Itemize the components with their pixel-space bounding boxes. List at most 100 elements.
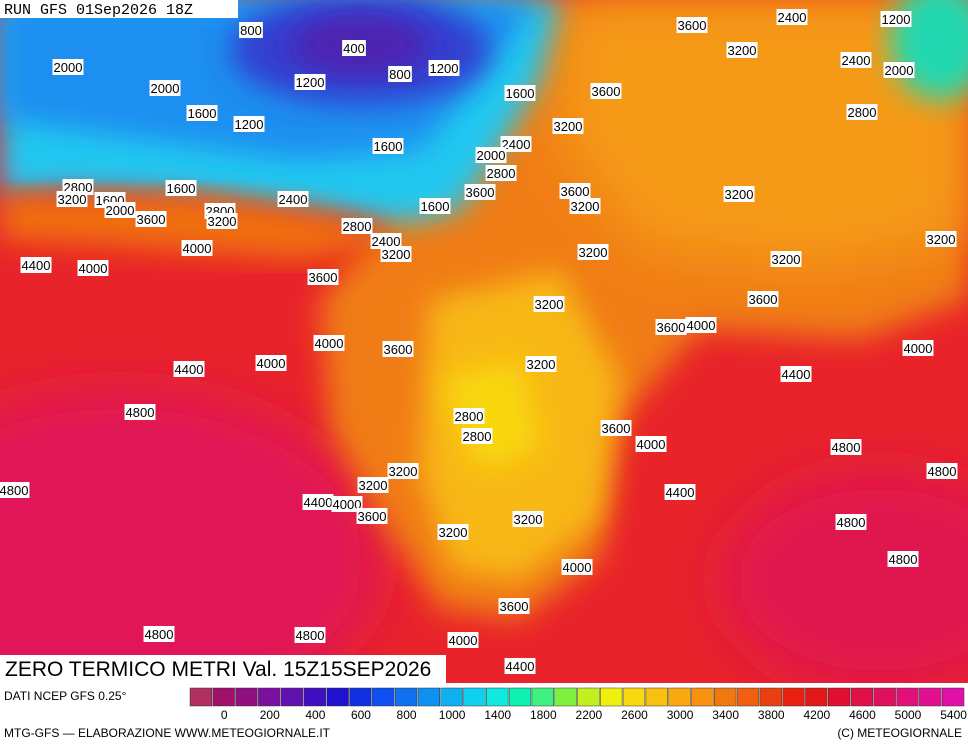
contour-label: 4400 bbox=[22, 258, 51, 273]
color-swatch bbox=[235, 687, 258, 707]
contour-label: 1600 bbox=[188, 106, 217, 121]
contour-label: 3600 bbox=[358, 509, 387, 524]
contour-label: 3200 bbox=[58, 192, 87, 207]
contour-label-box bbox=[447, 632, 479, 648]
contour-label-box bbox=[165, 180, 197, 196]
color-swatch bbox=[372, 687, 395, 707]
contour-label-box bbox=[577, 244, 609, 260]
contour-label-box bbox=[726, 42, 758, 58]
contour-label: 800 bbox=[389, 67, 411, 82]
contour-label: 1600 bbox=[506, 86, 535, 101]
color-swatch bbox=[919, 687, 942, 707]
contour-label: 3600 bbox=[561, 184, 590, 199]
contour-label-box bbox=[569, 198, 601, 214]
contour-label-box bbox=[770, 251, 802, 267]
contour-label-box bbox=[331, 496, 363, 512]
contour-label-box bbox=[186, 105, 218, 121]
scale-label: 600 bbox=[351, 708, 371, 722]
scale-label: 4200 bbox=[803, 708, 830, 722]
contour-label: 3200 bbox=[728, 43, 757, 58]
color-swatch bbox=[850, 687, 874, 707]
contour-label: 3600 bbox=[592, 84, 621, 99]
map-field bbox=[0, 0, 968, 683]
contour-label: 4800 bbox=[889, 552, 918, 567]
contour-label-box bbox=[382, 341, 414, 357]
contour-label-box bbox=[255, 355, 287, 371]
map-title: ZERO TERMICO METRI Val. 15Z15SEP2026 bbox=[5, 658, 431, 681]
contour-label: 4400 bbox=[666, 485, 695, 500]
contour-label: 2400 bbox=[502, 137, 531, 152]
color-swatch bbox=[805, 687, 828, 707]
contour-label-box bbox=[552, 118, 584, 134]
scale-label: 400 bbox=[305, 708, 325, 722]
contour-label-box bbox=[135, 211, 167, 227]
contour-label-box bbox=[370, 233, 402, 249]
color-swatch bbox=[531, 687, 554, 707]
contour-label-box bbox=[104, 202, 136, 218]
contour-label-box bbox=[388, 66, 412, 82]
contour-label-box bbox=[504, 85, 536, 101]
title-box bbox=[0, 655, 446, 683]
color-swatch bbox=[896, 687, 919, 707]
color-swatch bbox=[212, 687, 235, 707]
contour-label: 3200 bbox=[554, 119, 583, 134]
contour-label-box bbox=[313, 335, 345, 351]
contour-label: 4000 bbox=[257, 356, 286, 371]
scale-label: 5400 bbox=[940, 708, 967, 722]
contour-label-box bbox=[52, 59, 84, 75]
contour-label-box bbox=[902, 340, 934, 356]
scale-label: 3400 bbox=[712, 708, 739, 722]
contour-label-box bbox=[437, 524, 469, 540]
contour-label: 3200 bbox=[772, 252, 801, 267]
contour-label-box bbox=[294, 627, 326, 643]
contour-label: 3600 bbox=[602, 421, 631, 436]
contour-label: 2000 bbox=[151, 81, 180, 96]
contour-label-box bbox=[341, 218, 373, 234]
scale-label: 1800 bbox=[530, 708, 557, 722]
scale-label: 800 bbox=[397, 708, 417, 722]
contour-label: 3600 bbox=[678, 18, 707, 33]
contour-label: 3600 bbox=[500, 599, 529, 614]
contour-label: 4000 bbox=[449, 633, 478, 648]
contour-label-box bbox=[428, 60, 460, 76]
contour-label: 2800 bbox=[487, 166, 516, 181]
color-swatch bbox=[668, 687, 691, 707]
contour-label: 2400 bbox=[279, 192, 308, 207]
contour-label: 4800 bbox=[126, 405, 155, 420]
color-swatch bbox=[736, 687, 760, 707]
contour-label: 2800 bbox=[343, 219, 372, 234]
color-swatch bbox=[258, 687, 281, 707]
contour-label: 800 bbox=[240, 23, 262, 38]
scale-label: 0 bbox=[221, 708, 228, 722]
color-swatch bbox=[508, 687, 532, 707]
color-swatch bbox=[645, 687, 668, 707]
contour-label: 4800 bbox=[928, 464, 957, 479]
scale-label: 2200 bbox=[576, 708, 603, 722]
contour-label: 2800 bbox=[848, 105, 877, 120]
color-swatch bbox=[577, 687, 600, 707]
contour-label-box bbox=[475, 147, 507, 163]
contour-label: 3200 bbox=[527, 357, 556, 372]
scale-label: 3000 bbox=[667, 708, 694, 722]
contour-label: 3600 bbox=[384, 342, 413, 357]
contour-label: 1600 bbox=[421, 199, 450, 214]
contour-label-box bbox=[685, 317, 717, 333]
contour-label: 4400 bbox=[175, 362, 204, 377]
scale-label: 1400 bbox=[484, 708, 511, 722]
contour-label-box bbox=[464, 184, 496, 200]
color-swatch bbox=[417, 687, 440, 707]
contour-label-box bbox=[655, 319, 687, 335]
color-swatch bbox=[440, 687, 463, 707]
contour-label: 3200 bbox=[579, 245, 608, 260]
contour-label-box bbox=[453, 408, 485, 424]
contour-label: 3200 bbox=[514, 512, 543, 527]
contour-label: 2400 bbox=[842, 53, 871, 68]
scale-label: 5000 bbox=[895, 708, 922, 722]
contour-label: 4800 bbox=[832, 440, 861, 455]
color-swatch bbox=[280, 687, 304, 707]
contour-label-box bbox=[206, 213, 238, 229]
contour-label-box bbox=[776, 9, 808, 25]
color-swatch bbox=[486, 687, 509, 707]
color-scale: 0 200 400 600 800 1000 1400 1800 2200 2600 3000 340… bbox=[189, 687, 967, 722]
contour-label-box bbox=[835, 514, 867, 530]
